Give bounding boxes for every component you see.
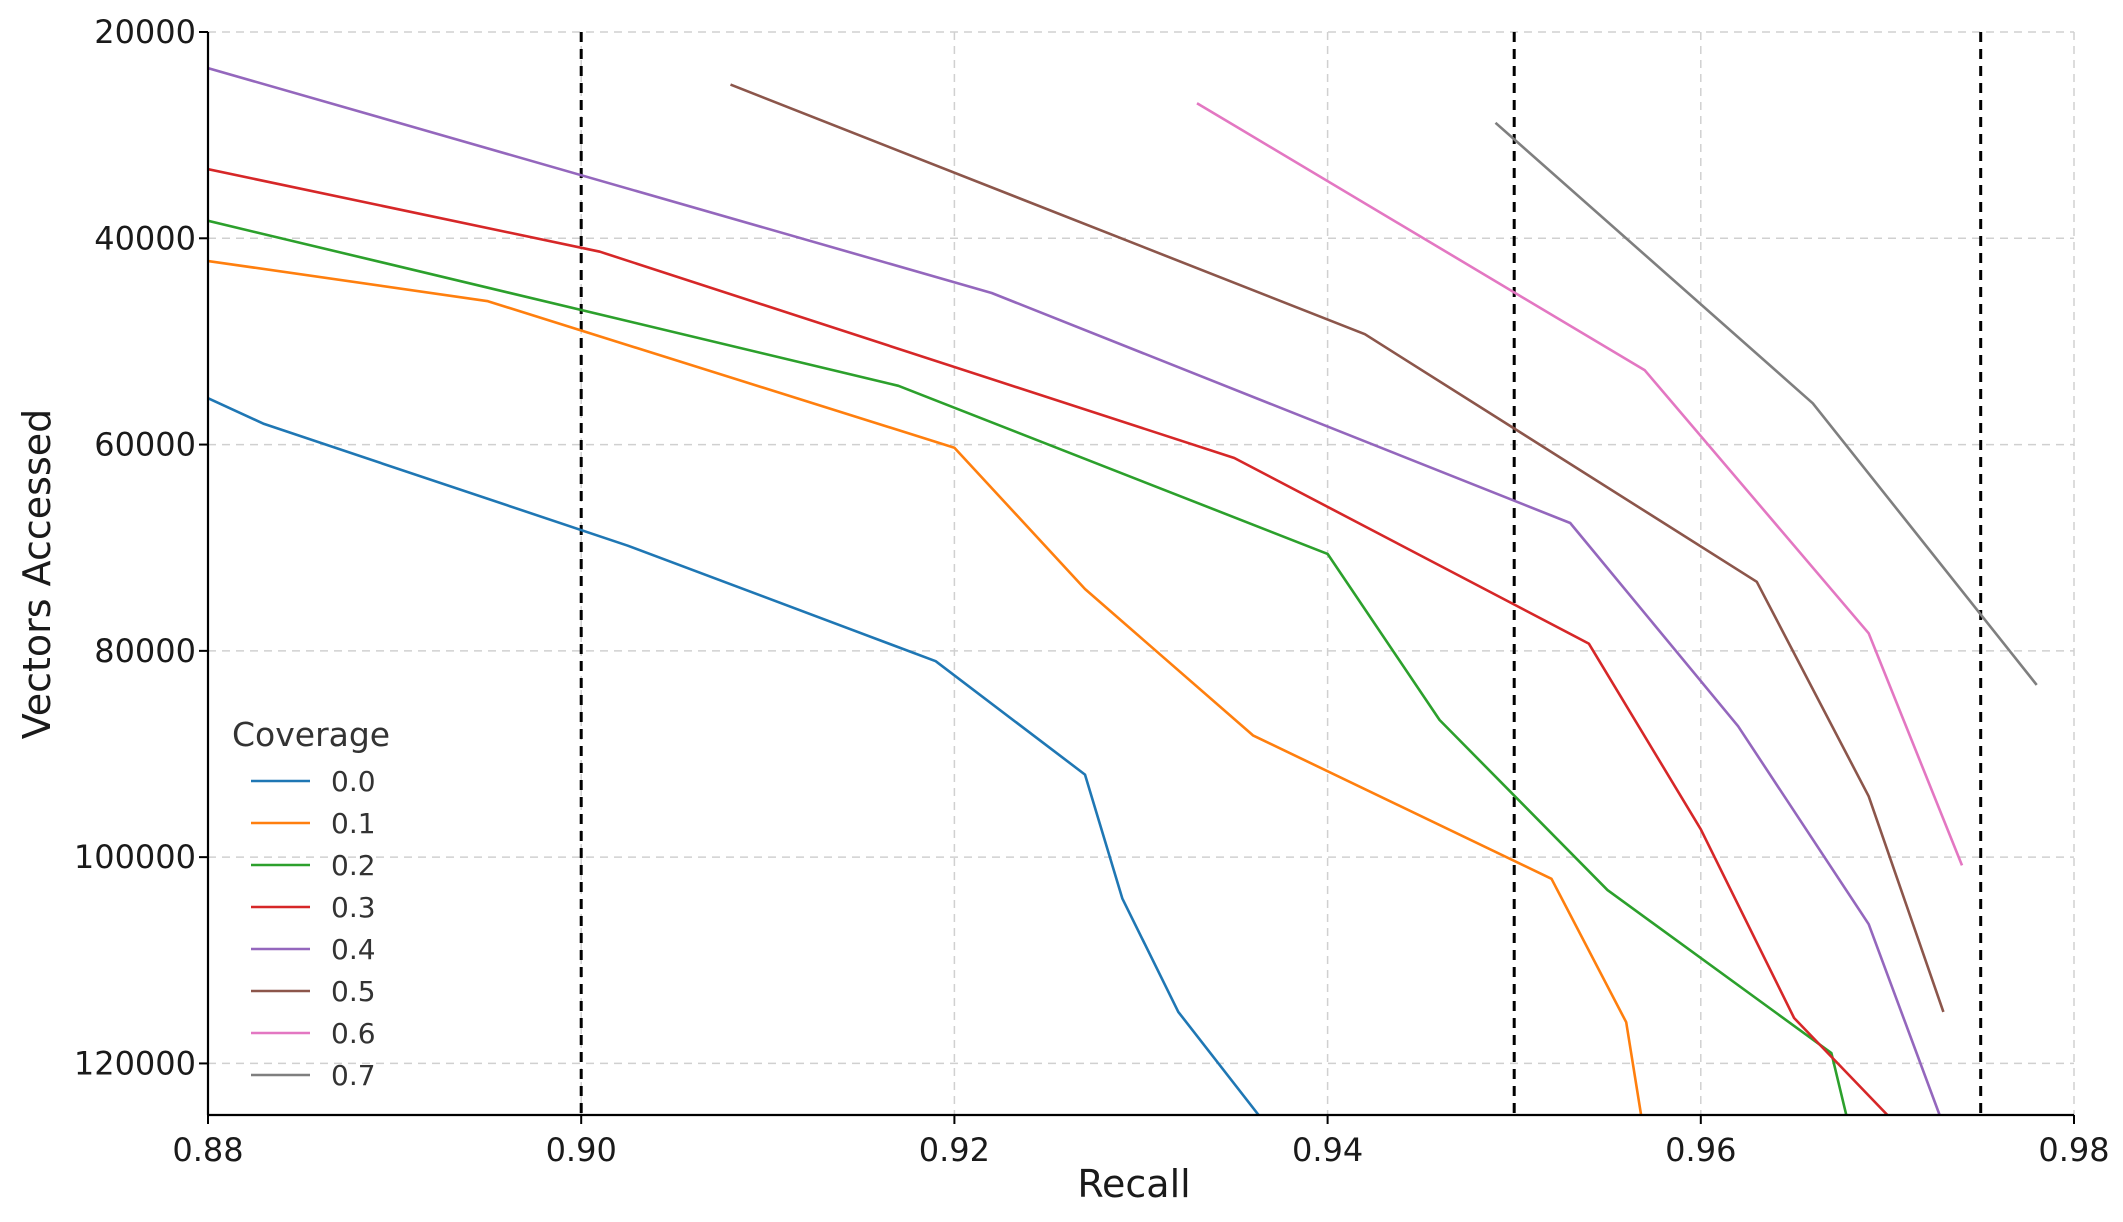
series-line-0.3: [208, 167, 1889, 1115]
series-line-0.2: [208, 219, 1848, 1115]
legend-title: Coverage: [232, 715, 390, 754]
series-line-0.0: [208, 397, 1260, 1115]
plot-area: [208, 66, 2038, 1115]
reference-lines: [579, 32, 1983, 1115]
y-axis-ticks: 20000 40000 60000 80000 100000 120000: [74, 13, 208, 1082]
legend-item: 0.6: [251, 1017, 376, 1050]
y-axis-title: Vectors Accessed: [15, 409, 59, 740]
x-tick-label: 0.90: [546, 1131, 617, 1169]
x-tick-label: 0.92: [919, 1131, 990, 1169]
x-axis-title: Recall: [1077, 1162, 1190, 1206]
series-line-0.5: [730, 83, 1945, 1013]
x-tick-label: 0.94: [1292, 1131, 1363, 1169]
y-tick-label: 80000: [94, 632, 196, 670]
y-tick-label: 100000: [74, 838, 196, 876]
legend-item: 0.4: [251, 933, 376, 966]
legend-label: 0.4: [331, 933, 376, 966]
legend-item: 0.2: [251, 849, 376, 882]
axes: [206, 32, 2074, 1117]
y-tick-label: 60000: [94, 426, 196, 464]
series-line-0.7: [1494, 121, 2038, 686]
legend: Coverage 0.0 0.1 0.2 0.3 0.4 0.5 0.6 0.7: [232, 715, 390, 1092]
legend-label: 0.0: [331, 765, 376, 798]
legend-label: 0.5: [331, 975, 376, 1008]
x-tick-label: 0.98: [2038, 1131, 2109, 1169]
series-line-0.6: [1196, 102, 1964, 866]
legend-label: 0.3: [331, 891, 376, 924]
y-tick-label: 20000: [94, 13, 196, 51]
legend-item: 0.7: [251, 1059, 376, 1092]
legend-item: 0.5: [251, 975, 376, 1008]
grid-lines: [207, 31, 2075, 1115]
legend-item: 0.3: [251, 891, 376, 924]
y-tick-label: 120000: [74, 1044, 196, 1082]
series-line-0.4: [208, 66, 1941, 1115]
legend-item: 0.0: [251, 765, 376, 798]
series-lines: [208, 66, 2038, 1115]
legend-label: 0.2: [331, 849, 376, 882]
legend-label: 0.7: [331, 1059, 376, 1092]
y-tick-label: 40000: [94, 219, 196, 257]
series-line-0.1: [208, 259, 1643, 1115]
legend-item: 0.1: [251, 807, 376, 840]
legend-items: 0.0 0.1 0.2 0.3 0.4 0.5 0.6 0.7: [251, 765, 376, 1092]
x-tick-label: 0.96: [1665, 1131, 1736, 1169]
legend-label: 0.1: [331, 807, 376, 840]
legend-label: 0.6: [331, 1017, 376, 1050]
x-tick-label: 0.88: [172, 1131, 243, 1169]
x-axis-ticks: 0.88 0.90 0.92 0.94 0.96 0.98: [172, 1115, 2110, 1169]
